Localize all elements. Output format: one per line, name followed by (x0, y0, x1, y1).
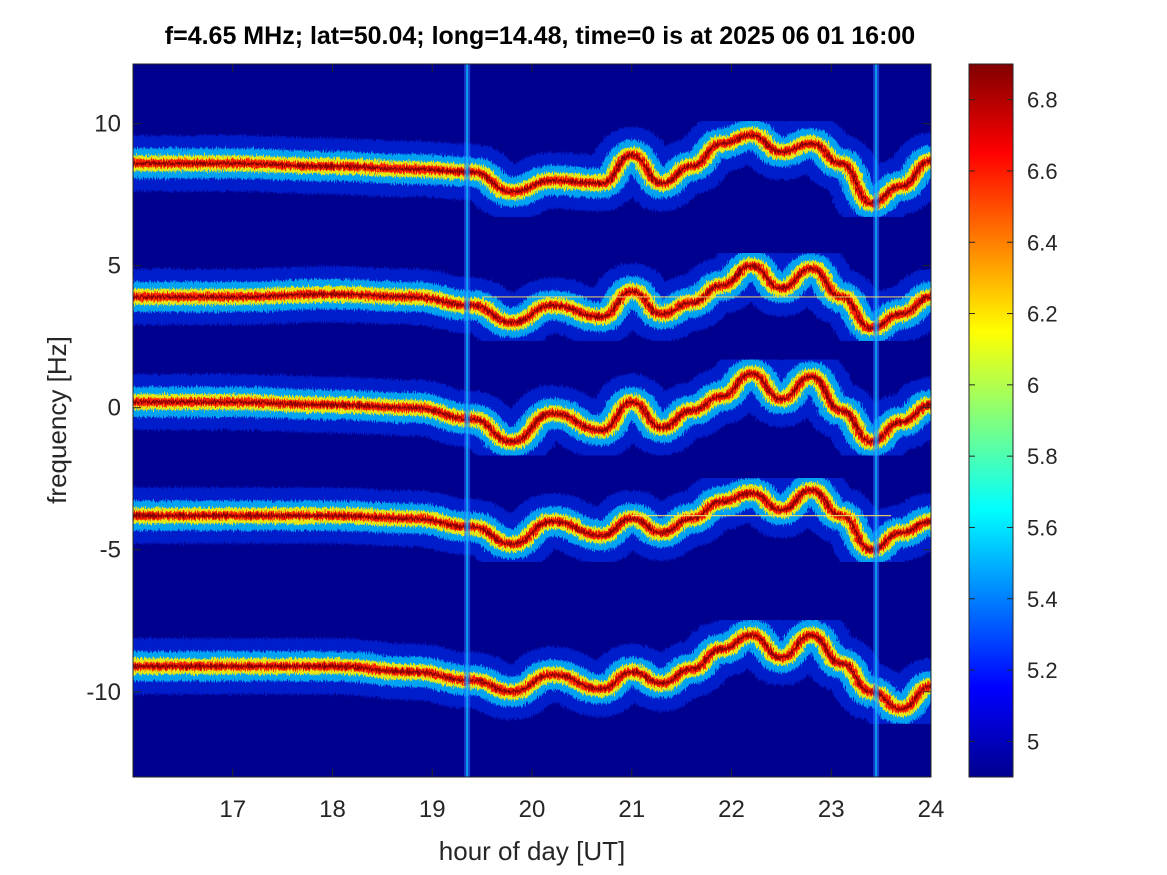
x-tick-label: 24 (918, 796, 945, 823)
x-tick-label: 22 (718, 796, 745, 823)
heatmap-traces (133, 64, 931, 777)
x-tick-label: 20 (519, 796, 546, 823)
colorbar-tick-label: 5.6 (1027, 515, 1058, 540)
colorbar-tick-label: 6 (1027, 373, 1039, 398)
colorbar-tick-label: 6.8 (1027, 88, 1058, 113)
plot-area (132, 63, 932, 778)
x-tick-label: 23 (818, 796, 845, 823)
colorbar-ticks: 5 5.2 5.4 5.6 5.8 6 6.2 6.4 6.6 6.8 (969, 88, 1058, 754)
heatmap-trace (133, 345, 931, 470)
colorbar-tick-label: 5.8 (1027, 444, 1058, 469)
colorbar-tick-label: 6.2 (1027, 302, 1058, 327)
colorbar: 5 5.2 5.4 5.6 5.8 6 6.2 6.4 6.6 6.8 (968, 63, 1058, 778)
x-axis-label: hour of day [UT] (439, 836, 625, 866)
colorbar-tick-label: 6.4 (1027, 230, 1058, 255)
y-tick-label: -5 (100, 537, 121, 564)
x-tick-label: 21 (618, 796, 645, 823)
x-tick-label: 18 (319, 796, 346, 823)
y-tick-label: -10 (86, 679, 121, 706)
colorbar-gradient (969, 64, 1013, 777)
vertical-artifact-core (466, 64, 469, 777)
x-tick-label: 19 (419, 796, 446, 823)
colorbar-tick-label: 5.4 (1027, 587, 1058, 612)
heatmap-trace (133, 606, 931, 737)
y-tick-label: 5 (108, 253, 121, 280)
heatmap-trace-band (133, 633, 931, 711)
chart-title: f=4.65 MHz; lat=50.04; long=14.48, time=… (164, 22, 916, 50)
heatmap-trace-band (133, 372, 931, 444)
colorbar-tick-label: 5 (1027, 729, 1039, 754)
y-axis-label: frequency [Hz] (42, 336, 72, 504)
vertical-artifact-core (875, 64, 878, 777)
colorbar-tick-label: 6.6 (1027, 159, 1058, 184)
colorbar-tick-label: 5.2 (1027, 658, 1058, 683)
x-tick-label: 17 (219, 796, 246, 823)
x-axis: 17 18 19 20 21 22 23 24 (219, 64, 944, 823)
heatmap-trace (133, 107, 931, 232)
heatmap-trace-band (133, 133, 931, 205)
colorbar-frame (968, 63, 1014, 778)
y-axis: -10 -5 0 5 10 (86, 111, 931, 706)
y-tick-label: 10 (94, 111, 121, 138)
y-tick-label: 0 (108, 395, 121, 422)
